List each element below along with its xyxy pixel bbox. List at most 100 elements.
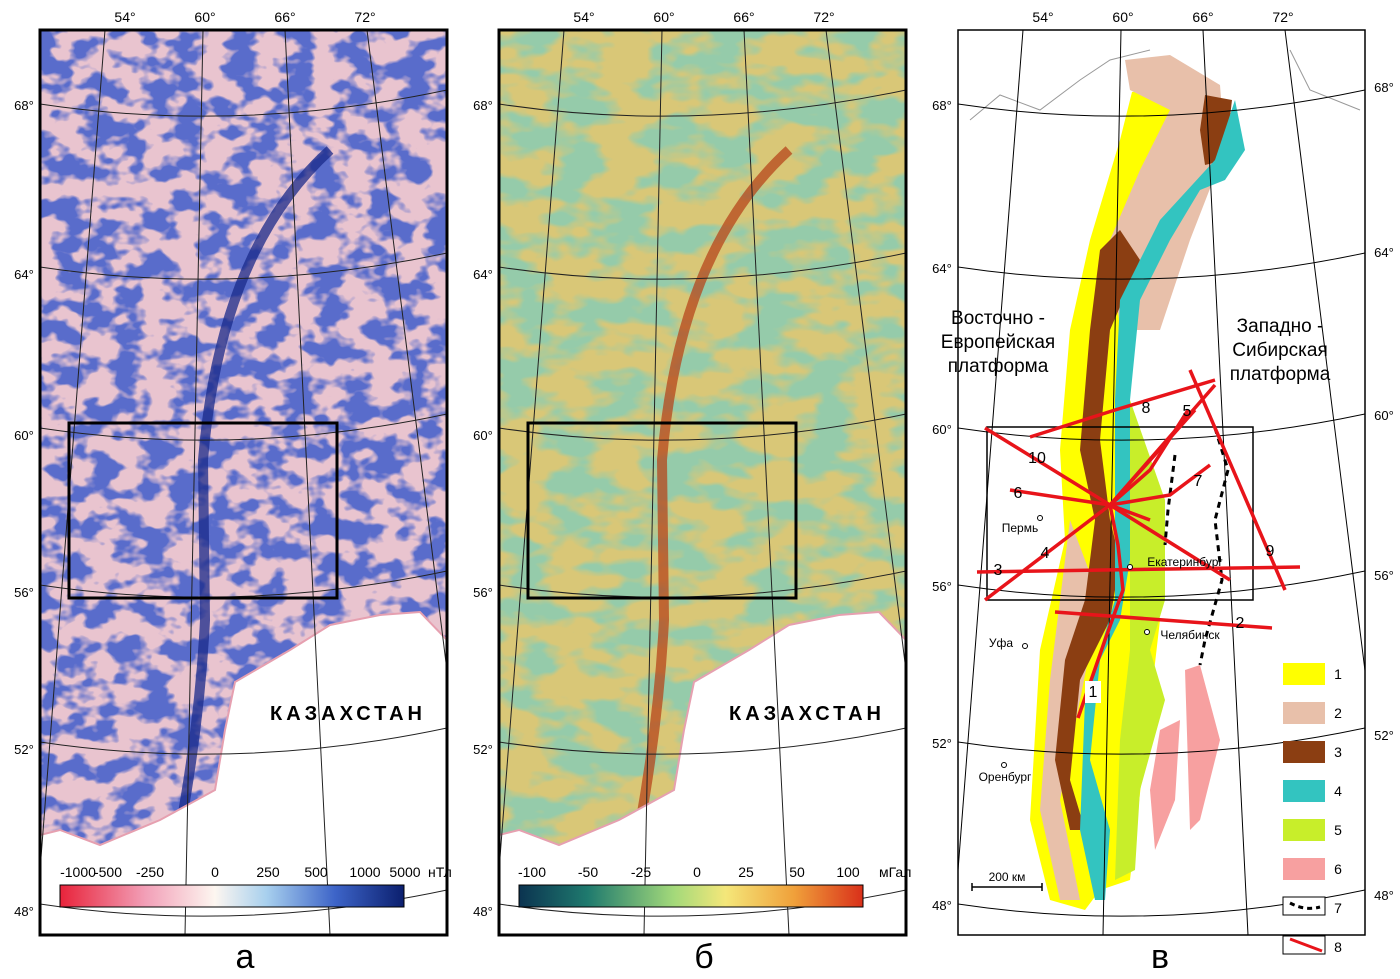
profile-label: 7 [1194, 473, 1203, 490]
profile-label: 10 [1028, 450, 1046, 467]
legend-label: 3 [1334, 744, 1342, 760]
colorbar-tick: 100 [836, 864, 860, 880]
panel-label: б [694, 938, 713, 974]
lat-label: 60° [473, 428, 493, 443]
colorbar-tick: 5000 [389, 864, 420, 880]
profile-label: 5 [1183, 403, 1192, 420]
profile-label: 4 [1041, 545, 1050, 562]
colorbar-unit: мГал [879, 864, 911, 880]
lat-label: 48° [473, 904, 493, 919]
lat-label: 48° [932, 898, 952, 913]
lat-label: 52° [932, 736, 952, 751]
lat-label: 56° [1374, 568, 1394, 583]
city-label: Екатеринбург [1147, 555, 1223, 569]
legend-label: 6 [1334, 861, 1342, 877]
lat-label: 52° [1374, 728, 1394, 743]
colorbar [60, 885, 404, 907]
legend-swatch [1283, 663, 1325, 685]
lat-label: 64° [473, 267, 493, 282]
city-dot [1002, 763, 1007, 768]
colorbar-tick: 0 [693, 864, 701, 880]
lon-label: 60° [1112, 9, 1133, 25]
colorbar-tick: -1000 [60, 864, 96, 880]
lat-label: 64° [932, 261, 952, 276]
profile-label: 2 [1236, 615, 1245, 632]
lat-label: 56° [932, 579, 952, 594]
legend-swatch [1283, 780, 1325, 802]
city-dot [1128, 565, 1133, 570]
lon-label: 66° [1192, 9, 1213, 25]
lat-label: 68° [932, 98, 952, 113]
platform-label: Восточно - [951, 308, 1045, 329]
panel-label: в [1151, 938, 1169, 974]
lat-label: 56° [473, 585, 493, 600]
platform-label: платформа [1230, 364, 1331, 385]
lat-label: 64° [14, 267, 34, 282]
lat-label: 56° [14, 585, 34, 600]
city-label: Уфа [989, 636, 1013, 650]
lon-label: 72° [813, 9, 834, 25]
lon-label: 66° [274, 9, 295, 25]
lon-label: 60° [194, 9, 215, 25]
city-dot [1038, 516, 1043, 521]
colorbar-tick: -250 [136, 864, 164, 880]
colorbar-tick: -100 [518, 864, 546, 880]
colorbar-tick: -25 [631, 864, 651, 880]
lon-label: 54° [573, 9, 594, 25]
lat-label: 60° [14, 428, 34, 443]
colorbar [519, 885, 863, 907]
colorbar-tick: 25 [738, 864, 754, 880]
colorbar-tick: -500 [94, 864, 122, 880]
lat-label: 60° [1374, 408, 1394, 423]
figure: 54° 60° 66° 72° 68° 64° 60° 56° 52° 48° КАЗАХСТАН -… [0, 0, 1400, 974]
meridian [1365, 30, 1400, 935]
profile-label: 8 [1142, 400, 1151, 417]
legend-label: 4 [1334, 783, 1342, 799]
lon-label: 66° [733, 9, 754, 25]
lon-label: 72° [354, 9, 375, 25]
country-label: КАЗАХСТАН [729, 703, 885, 725]
colorbar-tick: 0 [211, 864, 219, 880]
platform-label: Европейская [941, 332, 1055, 353]
lat-label: 48° [1374, 888, 1394, 903]
profile-label: 3 [994, 562, 1003, 579]
lon-label: 54° [114, 9, 135, 25]
lat-label: 68° [1374, 80, 1394, 95]
platform-label: Западно - [1237, 316, 1324, 337]
legend-swatch [1283, 819, 1325, 841]
lat-label: 68° [14, 98, 34, 113]
legend-label: 7 [1334, 900, 1342, 916]
lat-label: 48° [14, 904, 34, 919]
colorbar-unit: нТл [428, 864, 452, 880]
legend-swatch [1283, 858, 1325, 880]
legend-swatch [1283, 741, 1325, 763]
platform-label: платформа [948, 356, 1049, 377]
city-label: Пермь [1002, 521, 1038, 535]
profile-label: 9 [1266, 543, 1275, 560]
city-dot [1023, 644, 1028, 649]
lat-label: 52° [14, 742, 34, 757]
lat-label: 68° [473, 98, 493, 113]
lon-label: 54° [1032, 9, 1053, 25]
legend-swatch [1283, 702, 1325, 724]
legend-label: 5 [1334, 822, 1342, 838]
lon-label: 72° [1272, 9, 1293, 25]
platform-label: Сибирская [1232, 340, 1327, 361]
scheme-panel [953, 30, 1400, 935]
colorbar-tick: 1000 [349, 864, 380, 880]
legend-label: 2 [1334, 705, 1342, 721]
lat-label: 52° [473, 742, 493, 757]
colorbar-tick: 50 [789, 864, 805, 880]
colorbar-tick: 250 [256, 864, 280, 880]
country-label: КАЗАХСТАН [270, 703, 426, 725]
scale-label: 200 км [989, 870, 1026, 884]
legend-label: 1 [1334, 666, 1342, 682]
city-label: Оренбург [979, 770, 1032, 784]
colorbar-tick: 500 [304, 864, 328, 880]
legend-label: 8 [1334, 939, 1342, 955]
lat-label: 64° [1374, 245, 1394, 260]
city-label: Челябинск [1160, 628, 1220, 642]
lat-label: 60° [932, 422, 952, 437]
profile-label: 6 [1014, 485, 1023, 502]
city-dot [1145, 630, 1150, 635]
